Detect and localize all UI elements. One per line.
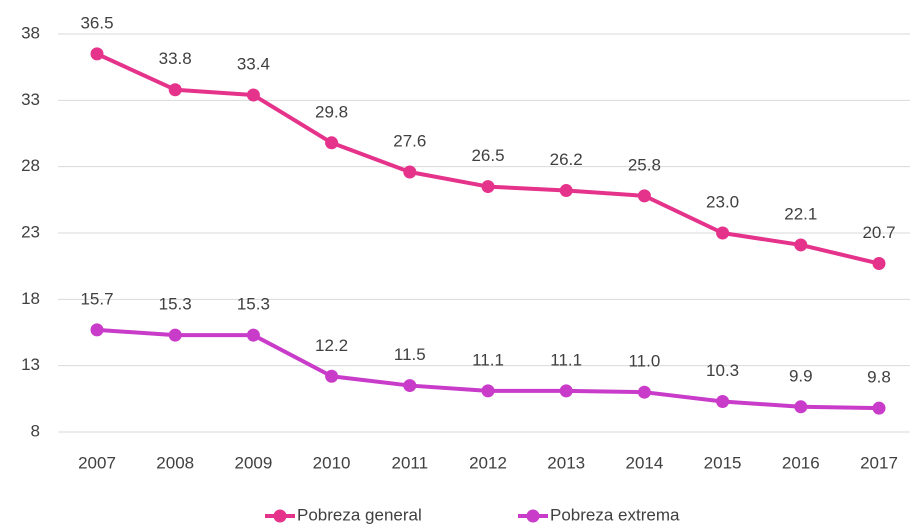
y-tick-label: 38 bbox=[21, 23, 40, 42]
data-point bbox=[716, 226, 730, 240]
data-label: 15.7 bbox=[80, 289, 113, 308]
x-tick-label: 2012 bbox=[469, 453, 507, 472]
data-label: 26.5 bbox=[471, 146, 504, 165]
data-label: 33.4 bbox=[237, 55, 270, 74]
data-point bbox=[716, 394, 730, 408]
x-tick-label: 2009 bbox=[234, 453, 272, 472]
data-label: 11.1 bbox=[472, 350, 504, 369]
data-label: 23.0 bbox=[706, 192, 739, 211]
data-point bbox=[481, 384, 495, 398]
data-label: 27.6 bbox=[393, 131, 426, 150]
x-tick-label: 2016 bbox=[782, 453, 820, 472]
y-tick-label: 8 bbox=[31, 421, 40, 440]
y-tick-label: 28 bbox=[21, 156, 40, 175]
x-tick-label: 2010 bbox=[313, 453, 351, 472]
data-label: 25.8 bbox=[628, 155, 661, 174]
legend-marker bbox=[273, 509, 287, 523]
data-point bbox=[325, 369, 339, 383]
x-tick-label: 2015 bbox=[704, 453, 742, 472]
data-label: 20.7 bbox=[862, 223, 895, 242]
data-label: 9.8 bbox=[867, 368, 891, 387]
data-point bbox=[872, 257, 886, 271]
x-tick-label: 2014 bbox=[625, 453, 663, 472]
data-point bbox=[403, 379, 417, 393]
data-label: 15.3 bbox=[237, 295, 270, 314]
y-tick-label: 23 bbox=[21, 222, 40, 241]
data-point bbox=[246, 88, 260, 102]
data-label: 10.3 bbox=[706, 361, 739, 380]
data-label: 11.0 bbox=[628, 352, 660, 371]
data-point bbox=[872, 401, 886, 415]
data-point bbox=[403, 165, 417, 179]
data-label: 9.9 bbox=[789, 366, 813, 385]
y-tick-label: 33 bbox=[21, 90, 40, 109]
x-tick-label: 2017 bbox=[860, 453, 898, 472]
x-tick-label: 2013 bbox=[547, 453, 585, 472]
y-tick-label: 18 bbox=[21, 289, 40, 308]
data-point bbox=[90, 323, 104, 337]
data-point bbox=[559, 384, 573, 398]
data-label: 15.3 bbox=[159, 295, 192, 314]
x-tick-label: 2007 bbox=[78, 453, 116, 472]
data-point bbox=[559, 184, 573, 198]
data-point bbox=[794, 400, 808, 414]
data-label: 26.2 bbox=[550, 150, 583, 169]
y-tick-label: 13 bbox=[21, 355, 40, 374]
data-label: 22.1 bbox=[784, 204, 817, 223]
data-label: 11.1 bbox=[550, 350, 582, 369]
data-point bbox=[90, 47, 104, 61]
data-label: 36.5 bbox=[80, 13, 113, 32]
data-label: 11.5 bbox=[394, 345, 426, 364]
legend-label: Pobreza general bbox=[297, 505, 422, 524]
data-point bbox=[481, 180, 495, 194]
data-point bbox=[794, 238, 808, 252]
data-label: 12.2 bbox=[315, 336, 348, 355]
legend-label: Pobreza extrema bbox=[550, 505, 680, 524]
data-point bbox=[325, 136, 339, 150]
data-point bbox=[168, 328, 182, 342]
x-tick-label: 2011 bbox=[392, 453, 429, 472]
data-point bbox=[637, 385, 651, 399]
legend-marker bbox=[526, 509, 540, 523]
data-label: 29.8 bbox=[315, 102, 348, 121]
data-point bbox=[637, 189, 651, 203]
x-tick-label: 2008 bbox=[156, 453, 194, 472]
data-label: 33.8 bbox=[159, 49, 192, 68]
data-point bbox=[246, 328, 260, 342]
data-point bbox=[168, 83, 182, 97]
